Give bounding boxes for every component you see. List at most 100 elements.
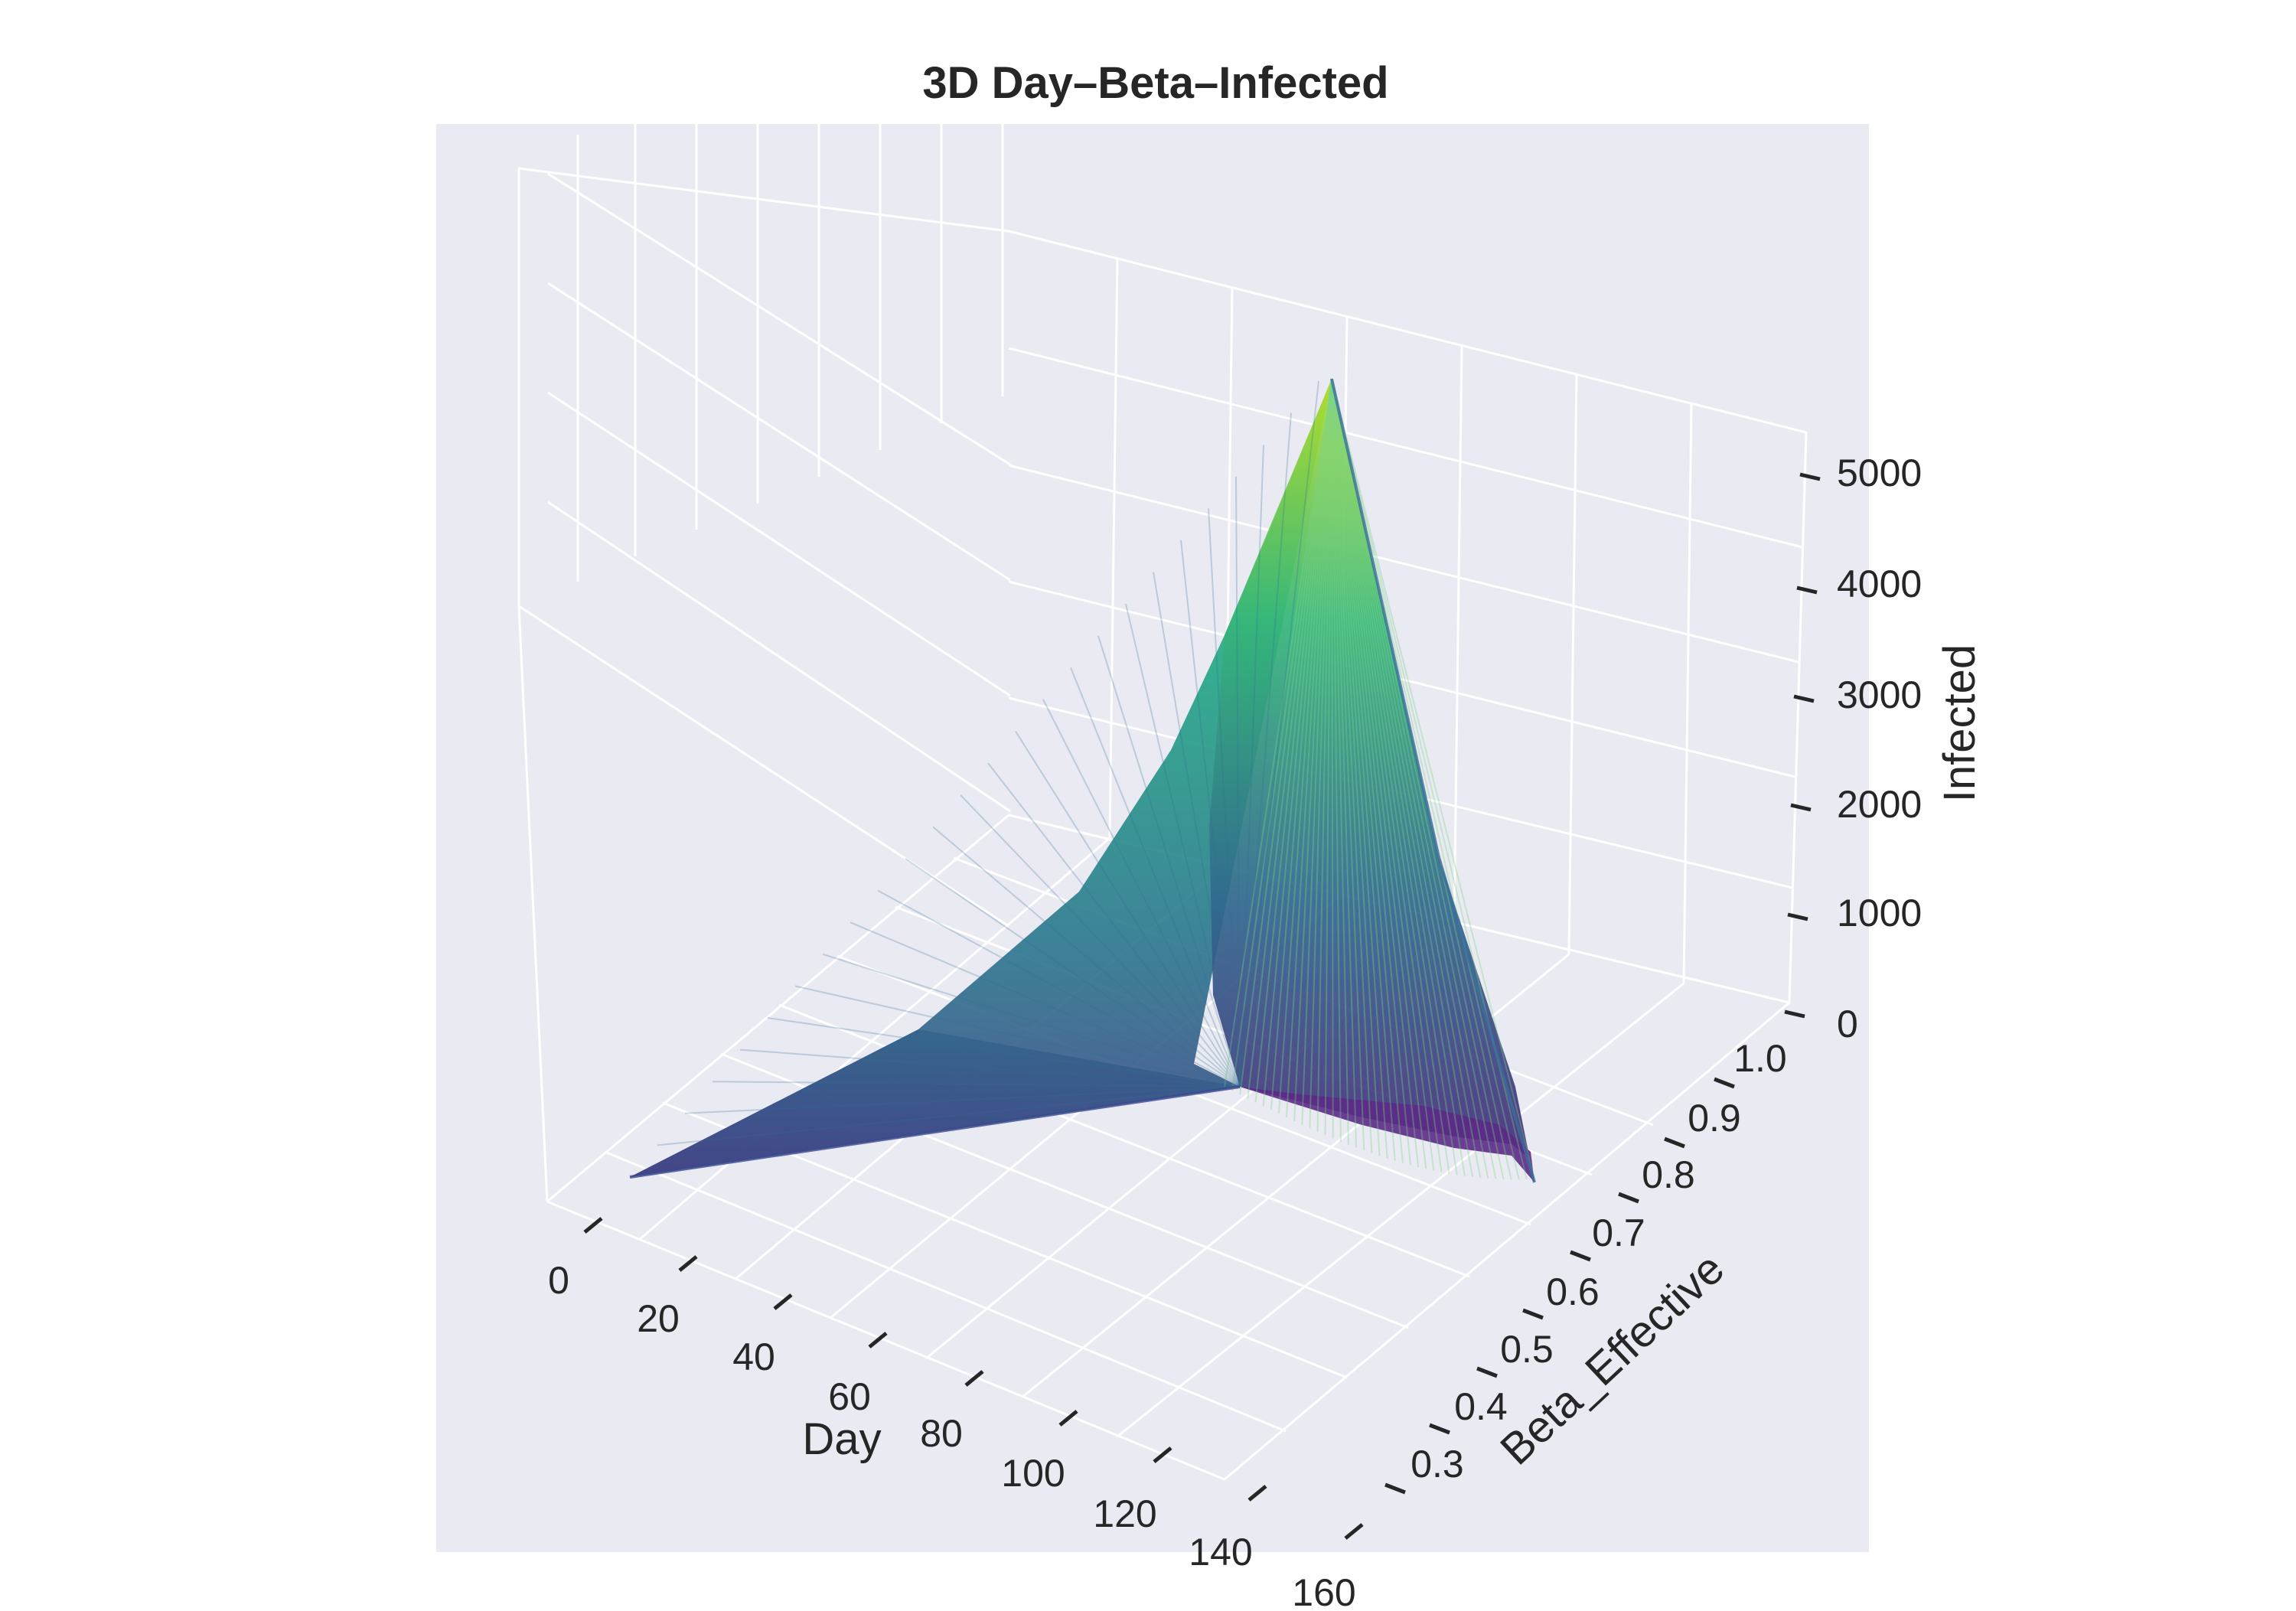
y-tick-label: 0.5 [1500, 1328, 1554, 1371]
surface-mesh-line [1247, 378, 1332, 1099]
surface-mesh-line [1331, 378, 1450, 1174]
tick-labels: 0 20 40 60 80 100 120 140 160 0.3 0.4 0.5 0.6 0.7 0.8 0… [548, 452, 1922, 1611]
z-tick-label: 2000 [1837, 783, 1922, 826]
surface-edge [1330, 378, 1440, 858]
z-tick-label: 1000 [1837, 892, 1922, 934]
x-tick-mark [964, 1370, 984, 1387]
surface-mesh-line [1208, 508, 1241, 1088]
x-tick-mark [1247, 1485, 1267, 1502]
surface-edge [629, 1085, 1241, 1179]
y-tick-label: 0.9 [1688, 1097, 1741, 1140]
surface-mesh-line [1015, 731, 1241, 1088]
z-tick-label: 4000 [1837, 563, 1922, 605]
x-tick-label: 20 [637, 1297, 680, 1340]
surface-mesh-line [1331, 378, 1420, 1168]
surface-mesh-line [1239, 445, 1264, 1088]
surface-mesh-line [1180, 540, 1241, 1088]
surface-mesh-line [960, 794, 1241, 1088]
chart-title: 3D Day–Beta–Infected [922, 58, 1388, 108]
x-tick-mark [1153, 1446, 1172, 1463]
surface-mesh-line [1239, 413, 1292, 1088]
surface-mesh-line [1331, 378, 1381, 1156]
x-tick-mark [1344, 1523, 1364, 1540]
x-tick-label: 160 [1292, 1571, 1355, 1607]
surface-mesh-line [1331, 378, 1458, 1176]
surface-mesh-line [657, 1086, 1241, 1146]
z-tick-label: 5000 [1837, 452, 1922, 494]
surface-mesh-line [1331, 378, 1489, 1179]
surface-mesh-line [1231, 378, 1332, 1091]
surface-mesh-line [767, 1017, 1241, 1088]
z-tick-mark [1796, 585, 1818, 595]
y-tick-mark [1664, 1137, 1685, 1149]
surface-mesh-line [1331, 378, 1535, 1179]
surface-mesh-line [1331, 378, 1404, 1163]
surface-mesh-line [1331, 378, 1497, 1179]
surface-mesh-line [1097, 635, 1241, 1088]
y-tick-mark [1476, 1366, 1498, 1378]
y-tick-label: 1.0 [1733, 1037, 1787, 1080]
surface-mesh-line [932, 826, 1241, 1088]
surface-mesh-line [1293, 378, 1332, 1121]
surface-mesh-line [1316, 378, 1332, 1132]
surface-mesh-line [1070, 667, 1241, 1088]
z-tick-mark [1793, 694, 1815, 703]
surface-mesh-line [1224, 378, 1332, 1088]
surface-edge [1437, 856, 1536, 1183]
surface-mesh-line [905, 858, 1241, 1088]
y-tick-mark [1384, 1482, 1406, 1495]
surface-sheet-back [630, 379, 1332, 1177]
surface-mesh-line [1324, 378, 1332, 1136]
surface-mesh-line [1331, 378, 1334, 1139]
x-tick-mark [868, 1332, 888, 1348]
z-tick-label: 0 [1837, 1003, 1858, 1045]
surface-base-crescent [1240, 1087, 1534, 1182]
x-tick-label: 60 [828, 1375, 871, 1418]
y-tick-mark [1429, 1423, 1450, 1435]
surface-mesh-line [1235, 476, 1241, 1088]
y-tick-mark [1618, 1192, 1639, 1204]
z-tick-mark [1799, 472, 1821, 481]
y-tick-mark [1522, 1308, 1544, 1320]
surface-mesh-line [1331, 378, 1358, 1148]
x-axis-label: Day [802, 1414, 881, 1464]
surface-mesh-line [1331, 378, 1427, 1169]
y-tick-mark [1714, 1077, 1735, 1089]
surface-mesh-line [1331, 378, 1411, 1166]
surface-mesh-line [1254, 378, 1332, 1103]
surface-mesh-line [822, 953, 1241, 1088]
x-tick-label: 80 [920, 1412, 963, 1455]
y-tick-mark [1570, 1250, 1591, 1262]
surface-mesh-line [1331, 378, 1373, 1153]
x-tick-label: 0 [548, 1259, 569, 1302]
surface-mesh-line [1286, 378, 1332, 1118]
y-tick-label: 0.8 [1642, 1153, 1695, 1196]
z-tick-mark [1784, 1009, 1805, 1019]
surface-mesh-line [1331, 378, 1342, 1142]
surface-mesh-line [1331, 378, 1466, 1176]
y-tick-label: 0.3 [1411, 1443, 1464, 1485]
x-tick-mark [678, 1255, 698, 1272]
surface-mesh-line [1331, 378, 1365, 1151]
surface-mesh-line [877, 889, 1241, 1088]
surface-mesh-line [1331, 378, 1443, 1172]
y-tick-label: 0.7 [1592, 1212, 1645, 1254]
surface-mesh-line [850, 921, 1241, 1088]
surface-mesh-line [1331, 378, 1388, 1159]
x-tick-mark [1058, 1410, 1078, 1427]
y-tick-label: 0.6 [1546, 1270, 1600, 1313]
surface-mesh-line [1042, 699, 1241, 1088]
surface-sheet-front [1209, 379, 1534, 1182]
surface-mesh-line [1270, 378, 1332, 1110]
surface-mesh-line [1331, 378, 1435, 1171]
x-tick-label: 100 [1001, 1452, 1065, 1495]
z-tick-label: 3000 [1837, 673, 1922, 716]
z-tick-mark [1787, 912, 1808, 921]
surface-mesh-line [712, 1081, 1241, 1088]
y-tick-label: 0.4 [1454, 1385, 1508, 1428]
surface-mesh-line [1309, 378, 1332, 1129]
surface-mesh-line [987, 762, 1241, 1088]
surface-mesh-line [1331, 378, 1482, 1179]
surface-mesh-line [1262, 378, 1332, 1107]
